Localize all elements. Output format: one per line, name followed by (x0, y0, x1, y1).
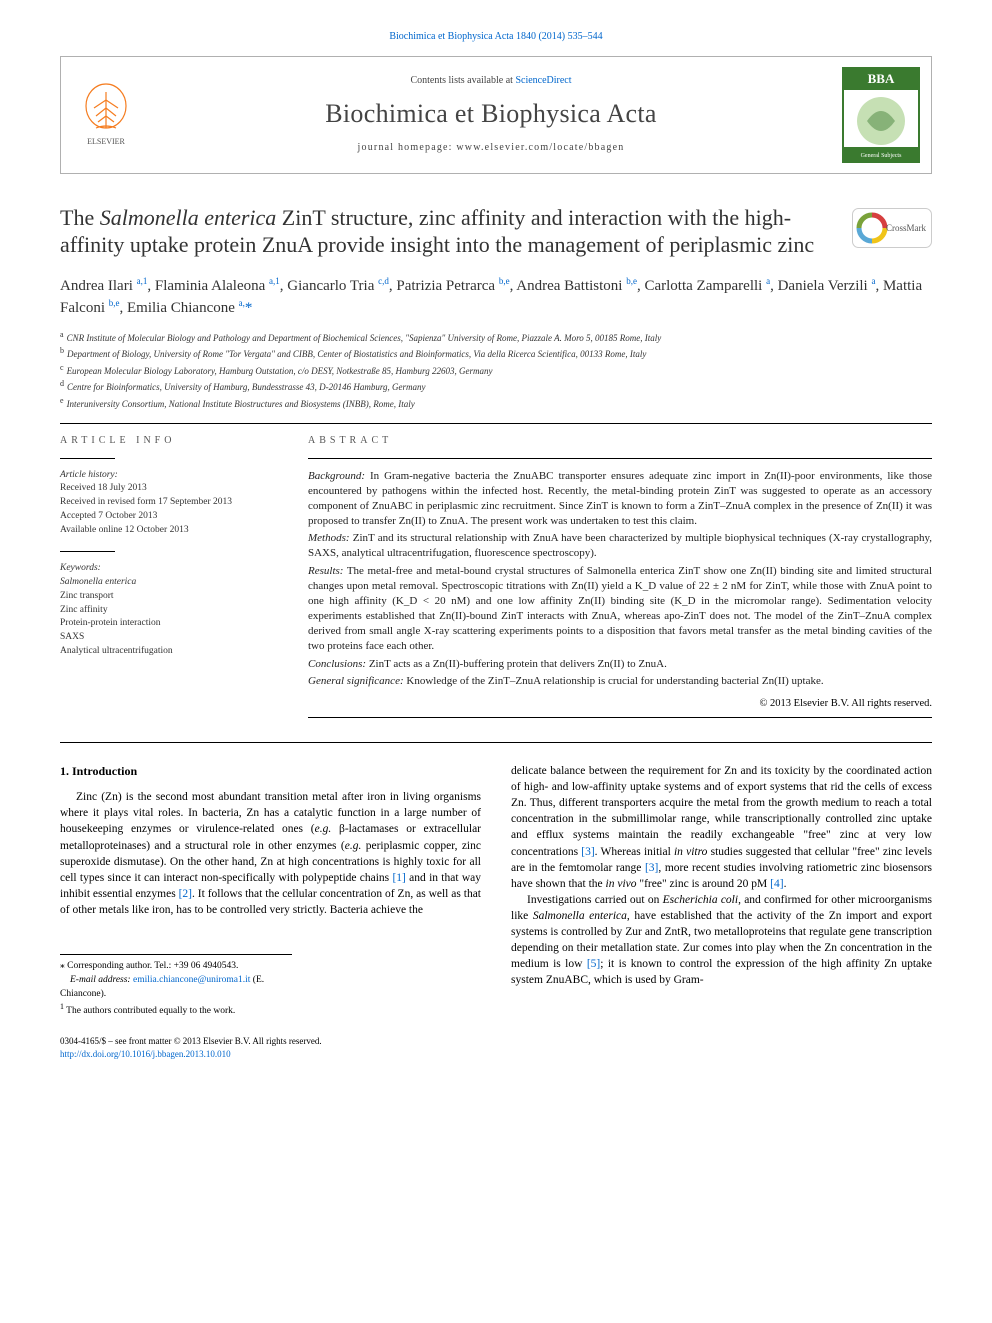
journal-header: ELSEVIER Contents lists available at Sci… (60, 56, 932, 174)
crossmark-badge[interactable]: CrossMark (852, 208, 932, 253)
keyword: SAXS (60, 631, 280, 645)
abstract-paragraph: Methods: ZinT and its structural relatio… (308, 531, 932, 561)
abstract-rule (308, 458, 932, 459)
abstract-rule-bottom (308, 717, 932, 718)
footnotes: ⁎ Corresponding author. Tel.: +39 06 494… (60, 954, 292, 1019)
bottom-meta: 0304-4165/$ – see front matter © 2013 El… (60, 1035, 481, 1060)
equal-contribution-note: The authors contributed equally to the w… (66, 1006, 235, 1016)
abstract-paragraph: Conclusions: ZinT acts as a Zn(II)-buffe… (308, 657, 932, 672)
article-title: The Salmonella enterica ZinT structure, … (60, 204, 832, 259)
article-history: Article history: Received 18 July 2013Re… (60, 469, 280, 538)
abstract-copyright: © 2013 Elsevier B.V. All rights reserved… (308, 697, 932, 711)
divider-bottom (60, 742, 932, 743)
history-line: Accepted 7 October 2013 (60, 510, 280, 524)
corresponding-mark[interactable]: * (245, 300, 253, 316)
abstract-paragraph: General significance: Knowledge of the Z… (308, 674, 932, 689)
info-rule (60, 458, 115, 459)
keyword: Analytical ultracentrifugation (60, 645, 280, 659)
article-info-heading: ARTICLE INFO (60, 434, 280, 448)
affiliation-line: cEuropean Molecular Biology Laboratory, … (60, 362, 932, 379)
elsevier-logo-icon: ELSEVIER (76, 80, 136, 150)
title-pre: The (60, 205, 100, 230)
history-label: Article history: (60, 469, 280, 483)
info-rule-2 (60, 551, 115, 552)
affiliation-line: aCNR Institute of Molecular Biology and … (60, 329, 932, 346)
top-citation: Biochimica et Biophysica Acta 1840 (2014… (60, 30, 932, 44)
intro-heading: 1. Introduction (60, 763, 481, 779)
journal-homepage: journal homepage: www.elsevier.com/locat… (358, 141, 625, 155)
citation-link[interactable]: Biochimica et Biophysica Acta 1840 (2014… (389, 31, 602, 42)
keyword: Zinc transport (60, 590, 280, 604)
affiliation-line: eInteruniversity Consortium, National In… (60, 395, 932, 412)
svg-text:General Subjects: General Subjects (861, 153, 902, 159)
affiliation-line: bDepartment of Biology, University of Ro… (60, 345, 932, 362)
affiliations: aCNR Institute of Molecular Biology and … (60, 329, 932, 412)
affiliation-line: dCentre for Bioinformatics, University o… (60, 378, 932, 395)
keywords-block: Keywords: Salmonella entericaZinc transp… (60, 562, 280, 658)
svg-text:ELSEVIER: ELSEVIER (87, 137, 125, 146)
homepage-url: www.elsevier.com/locate/bbagen (456, 142, 624, 153)
doi-link[interactable]: http://dx.doi.org/10.1016/j.bbagen.2013.… (60, 1049, 231, 1059)
abstract-paragraph: Background: In Gram-negative bacteria th… (308, 469, 932, 530)
abstract-paragraph: Results: The metal-free and metal-bound … (308, 564, 932, 655)
journal-title: Biochimica et Biophysica Acta (325, 96, 656, 131)
svg-text:BBA: BBA (868, 71, 895, 86)
bba-cover-icon: BBA General Subjects (842, 67, 920, 163)
keyword: Salmonella enterica (60, 576, 280, 590)
elsevier-logo-cell: ELSEVIER (61, 57, 151, 173)
history-line: Received in revised form 17 September 20… (60, 496, 280, 510)
crossmark-label: CrossMark (886, 223, 926, 233)
contents-prefix: Contents lists available at (410, 75, 515, 86)
authors-line: Andrea Ilari a,1, Flaminia Alaleona a,1,… (60, 275, 932, 319)
sciencedirect-link[interactable]: ScienceDirect (515, 75, 571, 86)
intro-col1: Zinc (Zn) is the second most abundant tr… (60, 789, 481, 918)
title-species: Salmonella enterica (100, 205, 277, 230)
history-line: Received 18 July 2013 (60, 482, 280, 496)
intro-col2: delicate balance between the requirement… (511, 763, 932, 988)
keyword: Zinc affinity (60, 604, 280, 618)
abstract-heading: ABSTRACT (308, 434, 932, 448)
email-label: E-mail address: (70, 975, 131, 985)
corr-author-note: Corresponding author. Tel.: +39 06 49405… (67, 961, 238, 971)
corr-email-link[interactable]: emilia.chiancone@uniroma1.it (133, 975, 250, 985)
issn-line: 0304-4165/$ – see front matter © 2013 El… (60, 1035, 481, 1048)
crossmark-icon: CrossMark (852, 208, 932, 248)
contents-lists-line: Contents lists available at ScienceDirec… (410, 74, 571, 88)
homepage-prefix: journal homepage: (358, 142, 457, 153)
keyword: Protein-protein interaction (60, 617, 280, 631)
history-line: Available online 12 October 2013 (60, 524, 280, 538)
bba-logo-cell: BBA General Subjects (831, 57, 931, 173)
keywords-label: Keywords: (60, 562, 280, 576)
abstract-body: Background: In Gram-negative bacteria th… (308, 469, 932, 689)
divider-top (60, 423, 932, 424)
